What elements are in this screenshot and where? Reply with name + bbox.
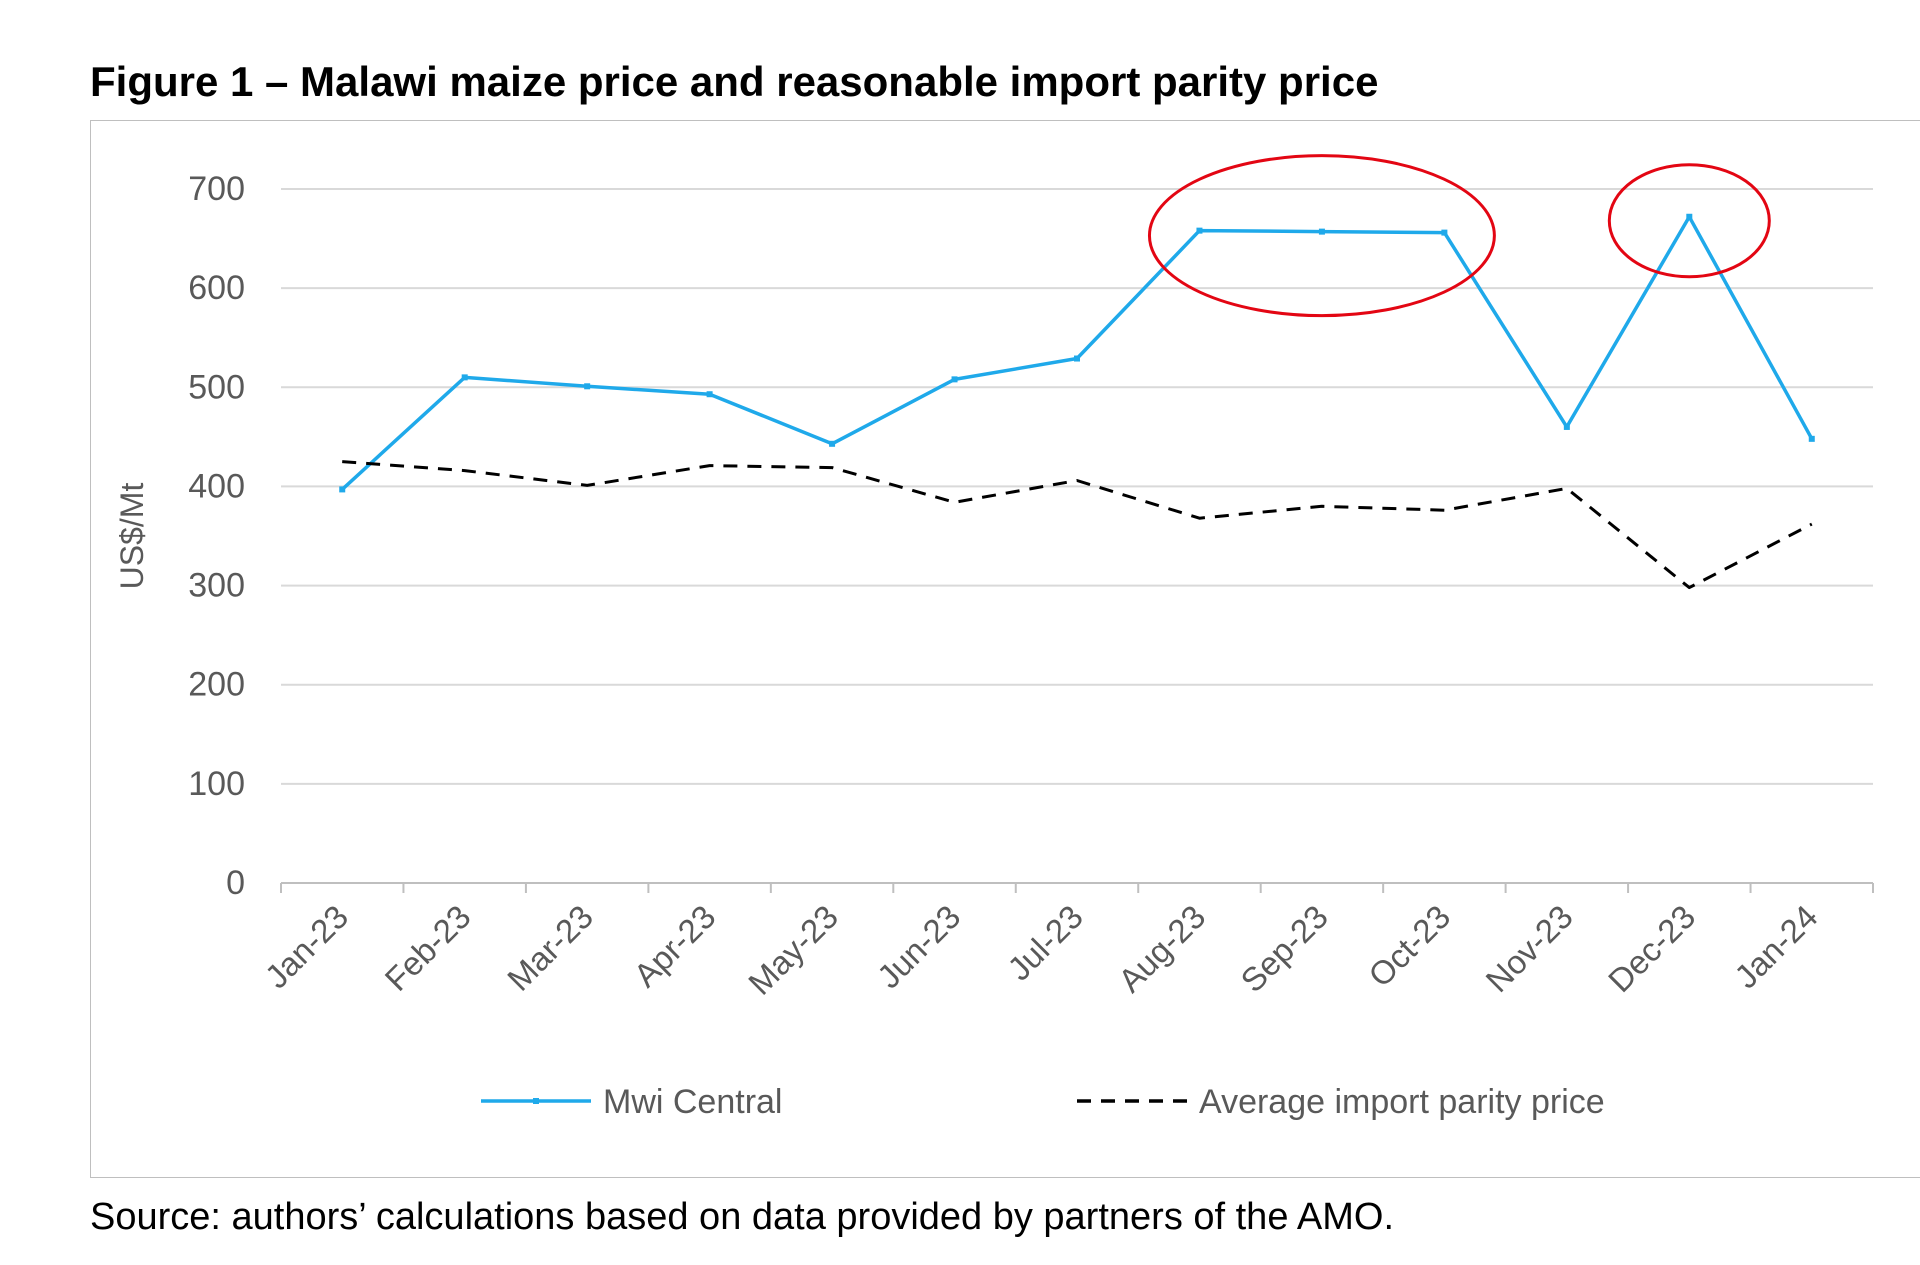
x-tick-label-feb-23: Feb-23: [378, 898, 478, 998]
data-point-mwi-central-mar-23: [584, 383, 591, 390]
x-tick-label-mar-23: Mar-23: [500, 898, 600, 998]
y-tick-label-300: 300: [188, 567, 245, 605]
y-tick-label-700: 700: [188, 170, 245, 208]
series-line-average-import-parity-price: [342, 460, 1813, 590]
data-point-mwi-central-aug-23: [1196, 227, 1203, 234]
legend: Mwi Central Average import parity price: [481, 1083, 1605, 1121]
x-tick-label-sep-23: Sep-23: [1233, 898, 1334, 999]
x-tick-label-dec-23: Dec-23: [1601, 898, 1702, 999]
annotation-ellipses: [1147, 154, 1771, 318]
x-axis: [280, 882, 1874, 893]
x-tick-label-apr-23: Apr-23: [626, 898, 722, 994]
x-tick-label-aug-23: Aug-23: [1111, 898, 1212, 999]
legend-marker-mwi-central: [533, 1098, 539, 1104]
data-point-mwi-central-jan-24: [1808, 435, 1815, 442]
y-tick-label-100: 100: [188, 765, 245, 803]
data-point-mwi-central-dec-23: [1686, 213, 1693, 220]
data-point-mwi-central-jun-23: [951, 376, 958, 383]
x-tick-label-oct-23: Oct-23: [1361, 898, 1457, 994]
x-tick-label-jun-23: Jun-23: [870, 898, 968, 996]
legend-label-mwi-central: Mwi Central: [603, 1083, 782, 1121]
data-point-mwi-central-nov-23: [1563, 423, 1570, 430]
figure-title: Figure 1 – Malawi maize price and reason…: [90, 58, 1379, 105]
x-tick-label-jul-23: Jul-23: [1000, 898, 1090, 988]
y-tick-label-200: 200: [188, 666, 245, 704]
data-point-mwi-central-jul-23: [1074, 355, 1080, 362]
annotation-ellipse-1: [1147, 154, 1496, 318]
series-lines: [339, 213, 1815, 590]
x-tick-label-jan-24: Jan-24: [1727, 898, 1825, 996]
series-line-mwi-central: [341, 215, 1814, 491]
y-axis-label: US$/Mt: [114, 483, 150, 590]
data-point-mwi-central-jan-23: [339, 486, 346, 493]
x-axis-tick-labels: Jan-23 Feb-23 Mar-23 Apr-23 May-23 Jun-23 Jul-…: [258, 898, 1825, 1002]
line-chart: 0 100 200 300 400 500 600 700 Jan-23 Feb-23 Mar-2…: [114, 154, 1874, 1121]
chart-frame: 0 100 200 300 400 500 600 700 Jan-23 Feb-23 Mar-2…: [90, 120, 1920, 1178]
y-tick-label-500: 500: [188, 368, 245, 406]
data-point-mwi-central-oct-23: [1441, 229, 1448, 236]
x-tick-label-may-23: May-23: [741, 898, 845, 1002]
gridlines: [281, 188, 1873, 785]
data-point-mwi-central-apr-23: [706, 391, 713, 398]
y-tick-label-0: 0: [226, 864, 245, 902]
data-point-mwi-central-sep-23: [1318, 228, 1325, 235]
legend-label-average-import-parity-price: Average import parity price: [1199, 1083, 1605, 1121]
y-tick-label-400: 400: [188, 467, 245, 505]
data-point-mwi-central-feb-23: [461, 374, 468, 381]
x-tick-label-jan-23: Jan-23: [258, 898, 356, 996]
source-note: Source: authors’ calculations based on d…: [90, 1196, 1395, 1238]
annotation-ellipse-2: [1607, 163, 1771, 279]
x-tick-label-nov-23: Nov-23: [1478, 898, 1579, 999]
data-point-mwi-central-may-23: [829, 440, 836, 447]
y-tick-label-600: 600: [188, 269, 245, 307]
y-axis-tick-labels: 0 100 200 300 400 500 600 700: [188, 170, 245, 902]
